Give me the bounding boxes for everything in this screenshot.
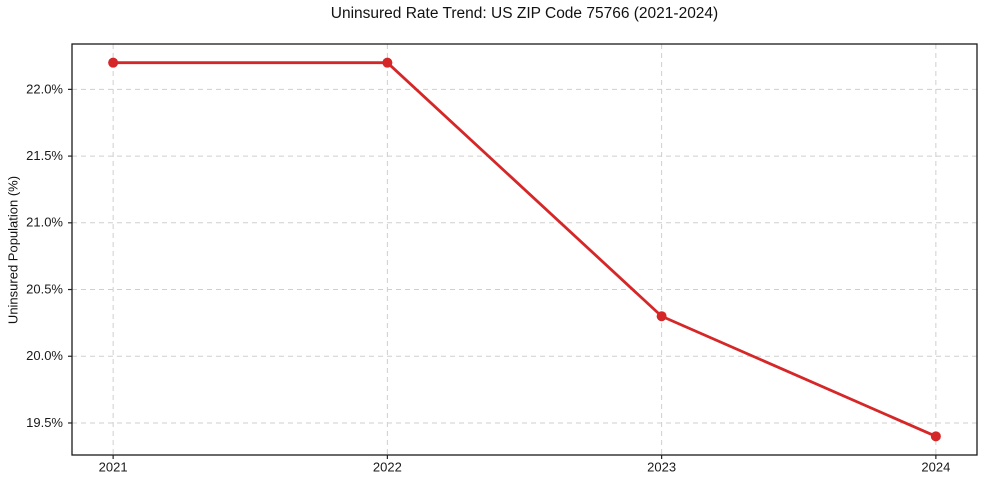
y-tick-label: 20.0%: [26, 348, 63, 363]
x-tick-label: 2021: [99, 460, 128, 475]
x-tick-label: 2023: [647, 460, 676, 475]
x-tick-label: 2024: [921, 460, 950, 475]
plot-border: [71, 43, 978, 456]
y-tick-label: 22.0%: [26, 81, 63, 96]
data-point: [930, 431, 941, 442]
x-tick-label: 2022: [373, 460, 402, 475]
data-point: [108, 57, 119, 68]
y-tick-label: 19.5%: [26, 415, 63, 430]
y-tick-label: 21.5%: [26, 148, 63, 163]
y-tick-label: 21.0%: [26, 215, 63, 230]
data-point: [656, 311, 667, 322]
data-point: [382, 57, 393, 68]
y-tick-label: 20.5%: [26, 281, 63, 296]
trend-line: [111, 61, 938, 438]
chart-title: Uninsured Rate Trend: US ZIP Code 75766 …: [330, 5, 719, 22]
